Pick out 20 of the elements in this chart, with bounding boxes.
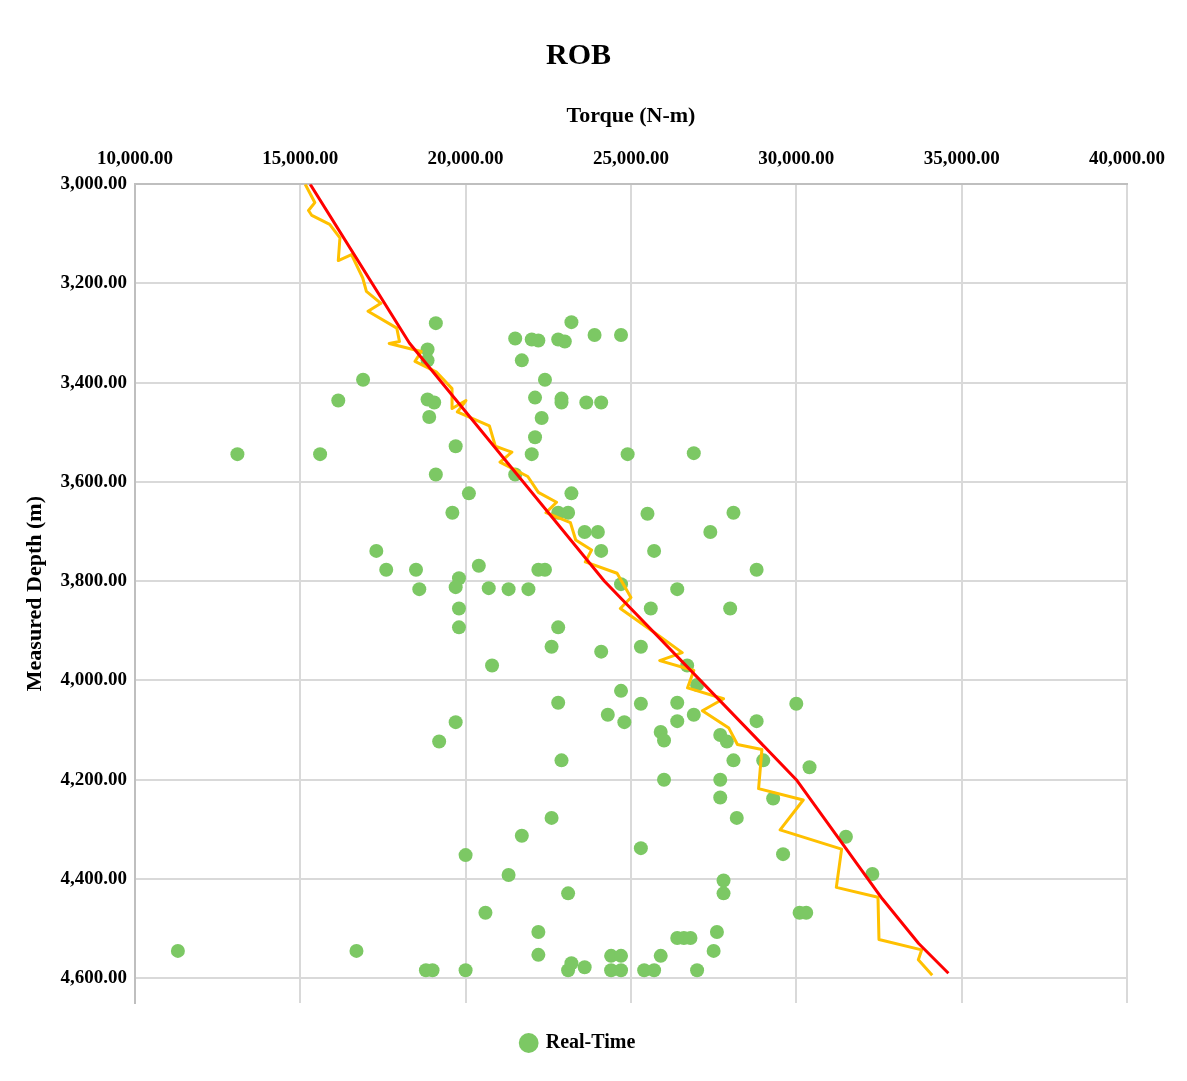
- y-axis-title: Measured Depth (m): [20, 496, 46, 692]
- y-tick-label: 3,200.00: [60, 271, 127, 293]
- y-tick-label: 3,400.00: [60, 370, 127, 392]
- x-tick-label: 30,000.00: [758, 146, 835, 168]
- y-tick-label: 4,000.00: [60, 668, 127, 690]
- y-tick-label: 3,800.00: [60, 569, 127, 591]
- x-tick-label: 25,000.00: [592, 146, 669, 168]
- y-tick-label: 3,000.00: [60, 172, 127, 194]
- x-axis-title: Torque (N-m): [566, 101, 696, 127]
- x-tick-label: 35,000.00: [923, 146, 1000, 168]
- x-tick-label: 40,000.00: [1089, 146, 1165, 168]
- y-tick-label: 4,600.00: [60, 966, 127, 988]
- x-tick-label: 15,000.00: [262, 146, 339, 168]
- y-tick-label: 3,600.00: [60, 469, 127, 491]
- legend-label: Real-Time: [545, 1030, 636, 1053]
- x-tick-label: 20,000.00: [427, 146, 504, 168]
- x-tick-label: 10,000.00: [96, 146, 173, 168]
- y-tick-label: 4,200.00: [60, 767, 127, 789]
- y-tick-label: 4,400.00: [60, 866, 127, 888]
- chart-title: ROB: [545, 36, 612, 70]
